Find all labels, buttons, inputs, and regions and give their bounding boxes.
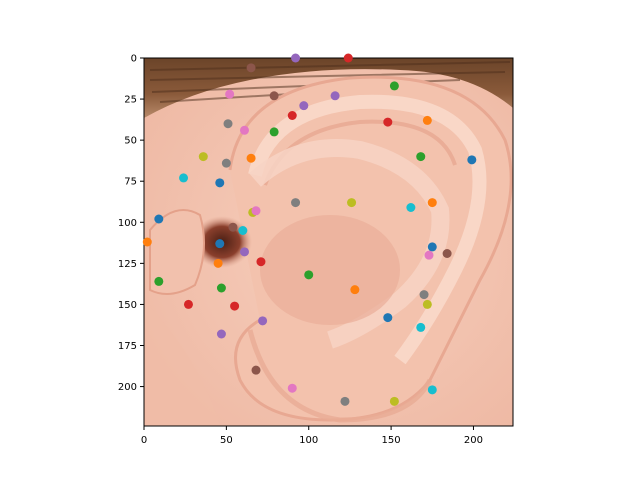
scatter-point (154, 277, 163, 286)
scatter-point (291, 54, 300, 63)
scatter-point (416, 152, 425, 161)
scatter-point (423, 116, 432, 125)
scatter-point (252, 366, 261, 375)
ear-photo (144, 58, 513, 426)
y-tick-label: 175 (118, 341, 137, 352)
scatter-point (299, 101, 308, 110)
x-tick-label: 150 (382, 435, 401, 446)
x-axis-ticks: 0 50 100 150 200 (141, 426, 483, 446)
scatter-point (423, 300, 432, 309)
scatter-point (252, 206, 261, 215)
y-tick-label: 0 (131, 54, 137, 65)
scatter-point (347, 198, 356, 207)
x-tick-label: 100 (299, 435, 318, 446)
scatter-point (340, 397, 349, 406)
x-tick-label: 0 (141, 435, 147, 446)
scatter-point (350, 285, 359, 294)
scatter-point (240, 126, 249, 135)
scatter-point (247, 63, 256, 72)
scatter-point (199, 152, 208, 161)
scatter-point (247, 154, 256, 163)
y-tick-label: 50 (124, 136, 137, 147)
scatter-point (214, 259, 223, 268)
scatter-point (179, 173, 188, 182)
y-tick-label: 200 (118, 382, 137, 393)
scatter-point (270, 127, 279, 136)
scatter-point (304, 270, 313, 279)
scatter-point (222, 159, 231, 168)
scatter-point (184, 300, 193, 309)
scatter-point (217, 284, 226, 293)
scatter-point (240, 247, 249, 256)
scatter-point (288, 111, 297, 120)
scatter-point (344, 54, 353, 63)
y-tick-label: 25 (124, 95, 137, 106)
scatter-point (291, 198, 300, 207)
scatter-point (420, 290, 429, 299)
y-tick-label: 125 (118, 259, 137, 270)
scatter-point (390, 397, 399, 406)
scatter-point (416, 323, 425, 332)
scatter-point (383, 313, 392, 322)
y-tick-label: 75 (124, 177, 137, 188)
y-tick-label: 100 (118, 218, 137, 229)
scatter-point (424, 251, 433, 260)
scatter-point (238, 226, 247, 235)
scatter-point (258, 316, 267, 325)
scatter-point (270, 91, 279, 100)
x-tick-label: 50 (220, 435, 233, 446)
scatter-point (224, 119, 233, 128)
scatter-point (331, 91, 340, 100)
scatter-point (230, 302, 239, 311)
scatter-point (406, 203, 415, 212)
scatter-point (225, 90, 234, 99)
scatter-point (288, 384, 297, 393)
scatter-point (215, 239, 224, 248)
scatter-point (215, 178, 224, 187)
scatter-point (390, 81, 399, 90)
scatter-point (154, 215, 163, 224)
scatter-point (428, 385, 437, 394)
scatter-point (228, 223, 237, 232)
scatter-point (467, 155, 476, 164)
scatter-point (383, 118, 392, 127)
scatter-point (256, 257, 265, 266)
scatter-point (217, 330, 226, 339)
y-tick-label: 150 (118, 300, 137, 311)
scatter-point (143, 238, 152, 247)
x-tick-label: 200 (464, 435, 483, 446)
scatter-point (443, 249, 452, 258)
scatter-point (428, 242, 437, 251)
y-axis-ticks: 0 25 50 75 100 125 150 175 200 (118, 54, 144, 394)
scatter-point (428, 198, 437, 207)
